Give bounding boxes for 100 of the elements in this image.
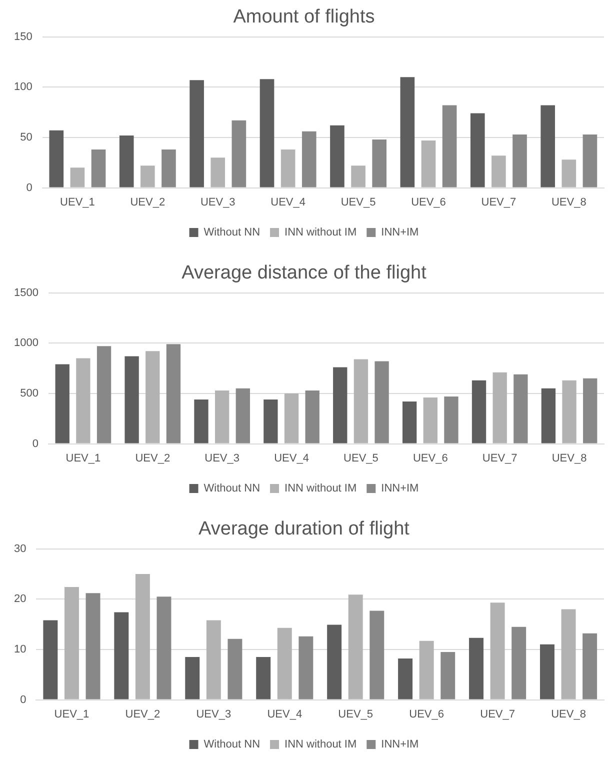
bar: [442, 105, 457, 188]
bar: [64, 587, 79, 700]
bar: [232, 120, 246, 188]
y-tick-label: 10: [14, 644, 26, 656]
bar: [583, 378, 598, 444]
x-tick-label: UEV_3: [200, 196, 236, 208]
y-tick-label: 50: [20, 132, 32, 144]
bar: [333, 367, 348, 444]
bar: [146, 351, 160, 444]
bar: [206, 620, 221, 700]
bar: [96, 346, 112, 444]
x-tick-label: UEV_7: [480, 708, 515, 720]
bar: [70, 168, 85, 188]
bar: [512, 626, 526, 700]
bar: [582, 134, 598, 188]
bar: [540, 644, 554, 700]
y-tick-label: 100: [14, 81, 32, 94]
bar: [55, 364, 70, 444]
x-tick-label: UEV_3: [196, 708, 232, 720]
bar: [419, 640, 434, 700]
bar: [210, 158, 226, 188]
bar: [298, 636, 314, 700]
bar: [421, 140, 436, 188]
bar: [260, 79, 274, 188]
y-tick-label: 150: [14, 30, 32, 43]
bar: [124, 356, 139, 444]
bar: [444, 396, 458, 444]
bar: [400, 77, 415, 188]
y-tick-label: 0: [20, 694, 26, 706]
bar: [582, 633, 598, 700]
bar: [370, 610, 384, 700]
bar: [156, 596, 172, 700]
bar: [214, 390, 230, 444]
bar: [561, 609, 576, 700]
legend-label: Without NN: [204, 738, 260, 751]
bar: [354, 359, 368, 444]
bar: [330, 125, 344, 188]
chart-title: Average duration of flight: [198, 518, 410, 540]
bar: [492, 156, 506, 188]
bar: [562, 160, 576, 188]
bar: [469, 638, 484, 700]
bar: [114, 612, 129, 700]
bar: [280, 150, 296, 188]
bar: [302, 131, 316, 188]
x-tick-label: UEV_8: [551, 196, 586, 208]
chart-title: Average distance of the flight: [182, 262, 428, 284]
bar: [162, 150, 176, 188]
x-tick-label: UEV_2: [135, 452, 170, 464]
bar: [91, 150, 106, 188]
bar: [398, 658, 413, 700]
y-tick-label: 1000: [14, 337, 38, 350]
bar: [277, 628, 292, 700]
bar: [43, 620, 58, 700]
x-tick-label: UEV_3: [204, 452, 240, 464]
bar: [119, 135, 134, 188]
legend-label: INN+IM: [381, 226, 419, 239]
x-tick-label: UEV_4: [274, 452, 309, 464]
bar: [540, 105, 555, 188]
x-tick-label: UEV_7: [482, 452, 518, 464]
x-tick-label: UEV_8: [551, 708, 586, 720]
bar: [327, 624, 342, 700]
bar: [512, 134, 527, 188]
bar: [256, 657, 271, 700]
bar: [440, 652, 456, 700]
x-tick-label: UEV_1: [60, 196, 95, 208]
y-tick-label: 0: [26, 182, 32, 194]
legend-label: INN without IM: [284, 226, 357, 239]
y-tick-label: 1500: [14, 286, 38, 299]
bar: [470, 113, 485, 188]
x-tick-label: UEV_7: [481, 196, 516, 208]
y-tick-label: 20: [14, 593, 26, 606]
bar: [492, 372, 507, 444]
bar: [305, 390, 320, 444]
x-tick-label: UEV_1: [66, 452, 101, 464]
bar: [402, 402, 417, 444]
y-tick-label: 0: [32, 438, 38, 450]
bar: [236, 388, 250, 444]
bar: [351, 166, 366, 188]
x-tick-label: UEV_5: [344, 452, 378, 464]
bar: [562, 380, 576, 444]
bar: [228, 638, 242, 700]
legend-label: Without NN: [204, 226, 260, 239]
bar: [374, 361, 389, 444]
bar: [514, 374, 528, 444]
y-tick-label: 30: [14, 542, 26, 555]
bar: [348, 594, 363, 700]
bar: [541, 388, 556, 444]
x-tick-label: UEV_6: [412, 452, 448, 464]
bar: [190, 80, 204, 188]
x-tick-label: UEV_5: [338, 708, 374, 720]
bar: [264, 400, 278, 444]
bar: [76, 358, 90, 444]
bar: [135, 574, 150, 700]
legend-label: INN without IM: [284, 482, 357, 495]
bar: [194, 400, 208, 444]
bar: [372, 139, 386, 188]
x-tick-label: UEV_5: [340, 196, 376, 208]
x-tick-label: UEV_1: [54, 708, 90, 720]
legend-label: INN+IM: [381, 482, 419, 495]
x-tick-label: UEV_2: [125, 708, 160, 720]
